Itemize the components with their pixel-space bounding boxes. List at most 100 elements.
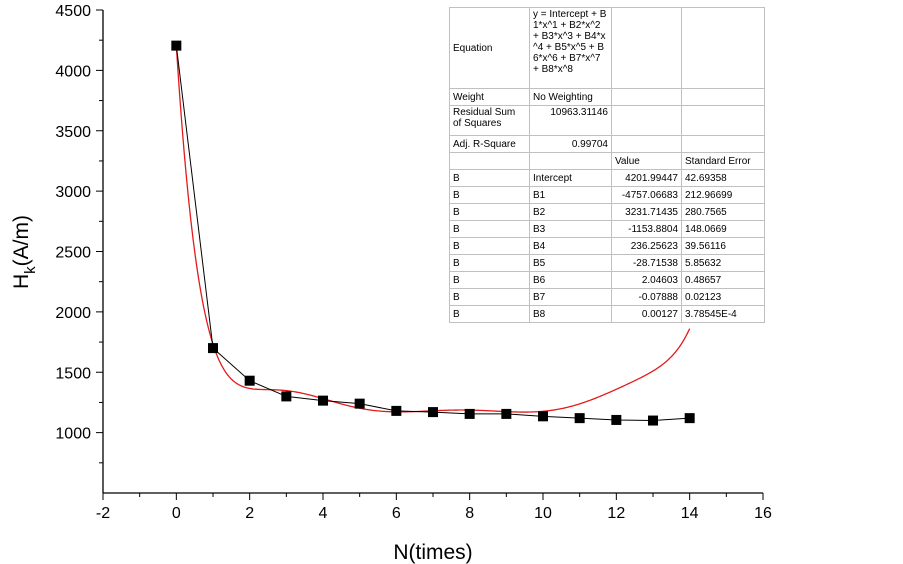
data-point	[391, 405, 402, 416]
y-tick-label: 4500	[55, 3, 91, 20]
param-name: Intercept	[529, 169, 612, 187]
y-tick-label: 1500	[55, 365, 91, 382]
y-tick-label: 4000	[55, 63, 91, 80]
param-value: 236.25623	[611, 237, 682, 255]
blank-cell	[611, 105, 682, 136]
y-tick-label: 3500	[55, 124, 91, 141]
parameter-row: B B1 -4757.06683 212.96699	[449, 186, 765, 204]
parameter-row: B B5 -28.71538 5.85632	[449, 254, 765, 272]
parameter-row: B B2 3231.71435 280.7565	[449, 203, 765, 221]
param-dependent: B	[449, 220, 530, 238]
param-name: B7	[529, 288, 612, 306]
data-series-group	[171, 40, 695, 426]
y-tick-label: 2000	[55, 305, 91, 322]
param-name: B6	[529, 271, 612, 289]
param-name: B4	[529, 237, 612, 255]
param-dependent: B	[449, 186, 530, 204]
data-point	[611, 414, 622, 425]
x-tick-label: 14	[681, 505, 699, 522]
y-tick-label: 3000	[55, 184, 91, 201]
adj-r-square-row: Adj. R-Square 0.99704	[449, 135, 765, 153]
param-standard-error: 39.56116	[681, 237, 765, 255]
rss-label: Residual Sum of Squares	[449, 105, 530, 136]
param-standard-error: 280.7565	[681, 203, 765, 221]
param-value: -4757.06683	[611, 186, 682, 204]
blank-cell	[449, 152, 530, 170]
param-standard-error: 3.78545E-4	[681, 305, 765, 323]
blank-cell	[681, 135, 765, 153]
param-dependent: B	[449, 169, 530, 187]
blank-cell	[681, 7, 765, 89]
y-axis-title: Hk(A/m)	[10, 215, 39, 289]
header-value: Value	[611, 152, 682, 170]
equation-row: Equation y = Intercept + B1*x^1 + B2*x^2…	[449, 7, 765, 89]
x-tick-label: 12	[607, 505, 625, 522]
blank-cell	[681, 105, 765, 136]
y-axis-title-main: H	[10, 274, 33, 289]
param-value: 0.00127	[611, 305, 682, 323]
param-value: -28.71538	[611, 254, 682, 272]
data-point	[574, 413, 585, 424]
data-point	[501, 408, 512, 419]
x-axis-title: N(times)	[393, 541, 472, 564]
blank-cell	[611, 135, 682, 153]
equation-label: Equation	[449, 7, 530, 89]
param-value: -0.07888	[611, 288, 682, 306]
param-standard-error: 0.48657	[681, 271, 765, 289]
param-dependent: B	[449, 271, 530, 289]
y-axis-title-unit: (A/m)	[10, 215, 33, 266]
blank-cell	[611, 88, 682, 106]
x-tick-label: 0	[172, 505, 181, 522]
data-point	[171, 40, 182, 51]
weight-value: No Weighting	[529, 88, 612, 106]
parameter-rows: B Intercept 4201.99447 42.69358 B B1 -4757.066…	[449, 169, 765, 323]
x-tick-label: -2	[96, 505, 110, 522]
param-name: B3	[529, 220, 612, 238]
adj-r-square-label: Adj. R-Square	[449, 135, 530, 153]
param-value: -1153.8804	[611, 220, 682, 238]
parameter-row: B B3 -1153.8804 148.0669	[449, 220, 765, 238]
data-point	[428, 407, 438, 418]
x-tick-label: 2	[245, 505, 254, 522]
y-axis-title-subscript: k	[22, 266, 39, 274]
data-point	[208, 343, 218, 354]
param-dependent: B	[449, 237, 530, 255]
param-value: 2.04603	[611, 271, 682, 289]
y-tick-label: 1000	[55, 426, 91, 443]
parameter-row: B B4 236.25623 39.56116	[449, 237, 765, 255]
param-standard-error: 5.85632	[681, 254, 765, 272]
param-value: 4201.99447	[611, 169, 682, 187]
rss-value: 10963.31146	[529, 105, 612, 136]
x-tick-label: 10	[534, 505, 552, 522]
data-point	[684, 413, 695, 424]
rss-row: Residual Sum of Squares 10963.31146	[449, 105, 765, 136]
param-dependent: B	[449, 203, 530, 221]
parameter-row: B Intercept 4201.99447 42.69358	[449, 169, 765, 187]
header-row: Value Standard Error	[449, 152, 765, 170]
param-dependent: B	[449, 254, 530, 272]
weight-row: Weight No Weighting	[449, 88, 765, 106]
parameter-row: B B6 2.04603 0.48657	[449, 271, 765, 289]
blank-cell	[681, 88, 765, 106]
data-point	[318, 395, 328, 406]
data-point	[648, 415, 658, 426]
header-standard-error: Standard Error	[681, 152, 765, 170]
weight-label: Weight	[449, 88, 530, 106]
param-standard-error: 212.96699	[681, 186, 765, 204]
axes: -2 0 2 4 6 8 10 12 14 16 1000 1500 2000 2500 3000 3500 4…	[55, 3, 772, 522]
x-tick-label: 16	[754, 505, 772, 522]
data-point	[354, 398, 365, 409]
parameter-row: B B8 0.00127 3.78545E-4	[449, 305, 765, 323]
blank-cell	[529, 152, 612, 170]
y-tick-label: 2500	[55, 245, 91, 262]
data-point	[464, 408, 475, 419]
param-name: B2	[529, 203, 612, 221]
param-value: 3231.71435	[611, 203, 682, 221]
param-standard-error: 0.02123	[681, 288, 765, 306]
x-tick-label: 8	[465, 505, 474, 522]
param-dependent: B	[449, 305, 530, 323]
data-point	[538, 411, 548, 422]
data-point	[281, 391, 292, 402]
blank-cell	[611, 7, 682, 89]
